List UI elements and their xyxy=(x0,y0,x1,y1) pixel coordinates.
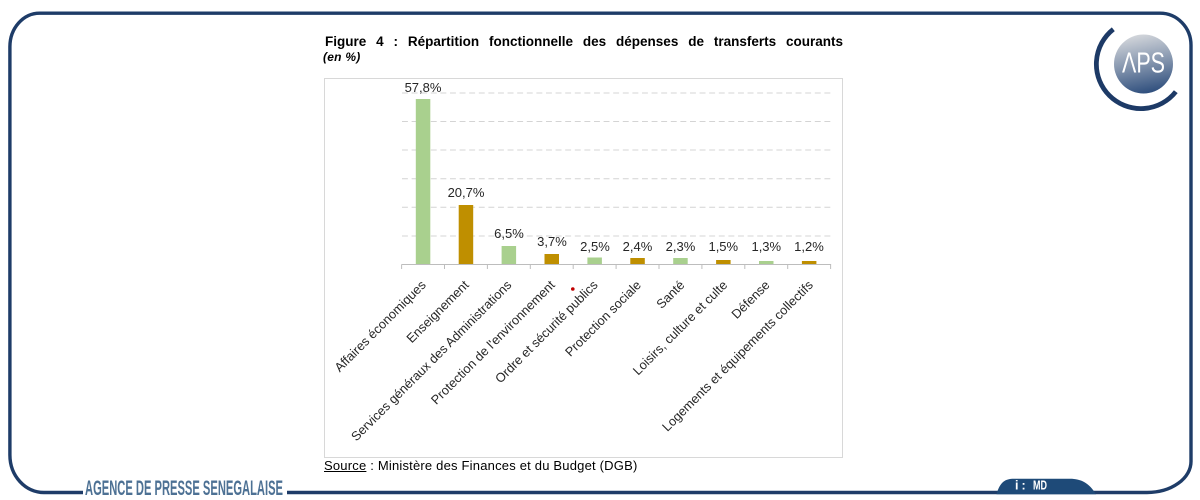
svg-text:ΛPS: ΛPS xyxy=(1122,48,1165,80)
svg-text:AGENCE DE PRESSE SENEGALAISE: AGENCE DE PRESSE SENEGALAISE xyxy=(85,476,283,500)
svg-text:i:: i: xyxy=(1015,479,1029,493)
svg-text:MD: MD xyxy=(1033,479,1047,493)
